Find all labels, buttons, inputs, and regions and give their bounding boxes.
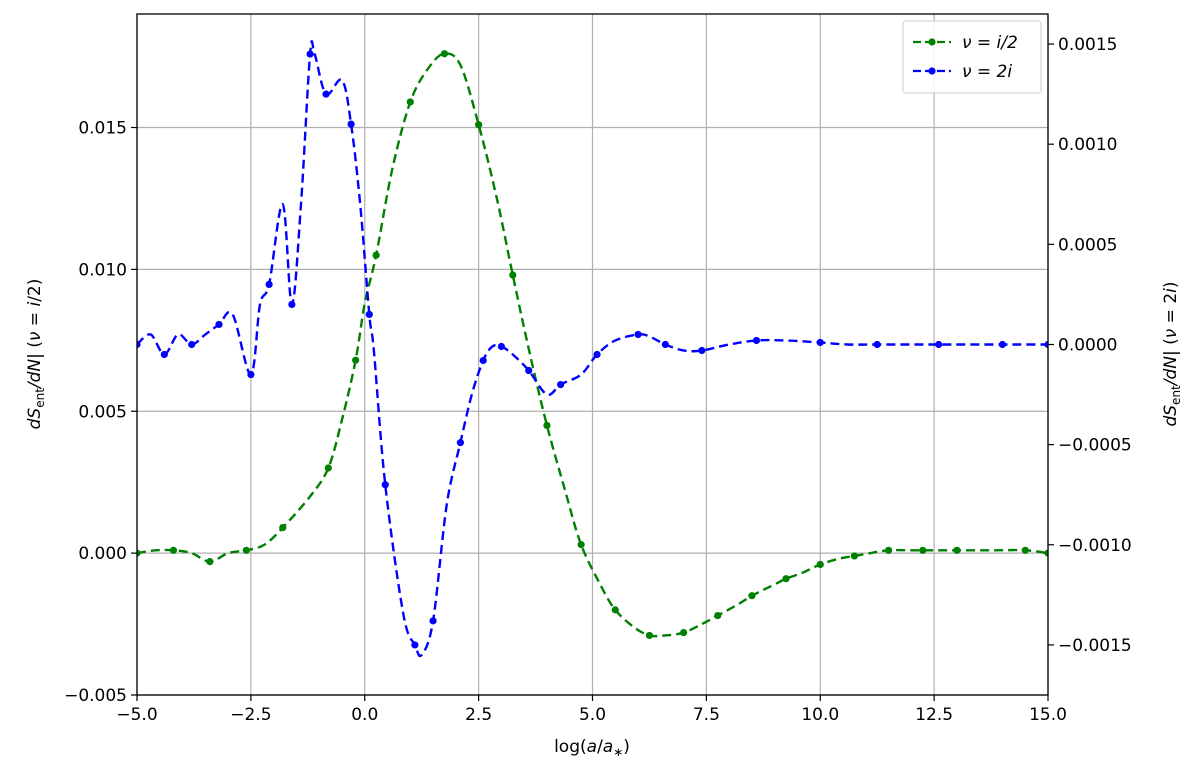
- data-point: [782, 575, 790, 583]
- legend-box: [902, 20, 1042, 94]
- x-tick-label: 2.5: [465, 705, 492, 725]
- x-tick-label: 10.0: [801, 705, 839, 725]
- data-point: [347, 120, 355, 128]
- data-point: [306, 50, 314, 58]
- y-axis-right: −0.0015 −0.0010 −0.0005 0.0000 0.0005 0.0010 0…: [1048, 35, 1132, 656]
- y-right-tick-label: 0.0010: [1058, 135, 1117, 155]
- data-point: [440, 50, 449, 58]
- data-point: [611, 606, 619, 614]
- x-tick-label: 5.0: [579, 705, 606, 725]
- y-right-tick-label: 0.0005: [1058, 235, 1117, 255]
- series-2: [137, 40, 1048, 658]
- data-point: [680, 628, 688, 637]
- data-point: [322, 90, 330, 98]
- data-point: [577, 541, 585, 549]
- data-point: [748, 592, 756, 600]
- data-point: [137, 340, 141, 349]
- data-point: [429, 617, 437, 625]
- data-point: [188, 340, 196, 349]
- y-right-tick-label: −0.0005: [1058, 436, 1132, 456]
- y-left-tick-label: 0.000: [78, 544, 127, 564]
- y-left-tick-label: −0.005: [64, 686, 127, 706]
- y-right-tick-label: −0.0015: [1058, 636, 1132, 656]
- data-point: [543, 421, 551, 430]
- data-point: [645, 631, 654, 640]
- y-axis-left: −0.005 0.000 0.005 0.010 0.015: [64, 119, 137, 706]
- x-tick-label: 7.5: [693, 705, 720, 725]
- data-point: [372, 251, 380, 259]
- y-axis-left-title: dSent/dN| (ν = i/2): [25, 279, 47, 430]
- data-point: [1044, 340, 1048, 349]
- data-point: [242, 546, 250, 554]
- data-point: [479, 356, 487, 365]
- data-point: [953, 546, 961, 554]
- data-point: [525, 366, 533, 375]
- data-point: [497, 342, 505, 351]
- legend-marker: [928, 67, 936, 75]
- series-line: [137, 40, 1048, 658]
- grid-lines: [136, 14, 1049, 696]
- data-point: [406, 98, 414, 106]
- data-point: [509, 271, 517, 279]
- series-line: [137, 52, 1048, 638]
- y-left-tick-label: 0.010: [78, 260, 127, 280]
- y-right-tick-label: 0.0000: [1058, 335, 1117, 355]
- data-point: [998, 340, 1007, 349]
- y-right-tick-label: −0.0010: [1058, 536, 1132, 556]
- data-point: [352, 356, 360, 364]
- y-axis-right-title: dSent/dN| (ν = 2i): [1161, 281, 1183, 426]
- data-point: [324, 464, 332, 472]
- y-left-tick-label: 0.015: [78, 119, 127, 139]
- data-point: [411, 641, 419, 649]
- data-point: [698, 346, 706, 355]
- x-tick-label: 15.0: [1029, 705, 1067, 725]
- data-point: [816, 338, 824, 347]
- data-point: [1021, 546, 1029, 554]
- x-tick-label: 12.5: [915, 705, 953, 725]
- data-point: [279, 523, 287, 532]
- data-point: [247, 370, 255, 379]
- data-point: [475, 121, 483, 129]
- data-point: [206, 558, 214, 566]
- data-point: [169, 546, 178, 554]
- x-tick-label: 0.0: [351, 705, 378, 725]
- x-axis: −5.0 −2.5 0.0 2.5 5.0 7.5 10.0 12.5 15.0: [116, 695, 1067, 725]
- data-point: [265, 280, 273, 288]
- data-point: [160, 350, 168, 359]
- data-point: [456, 439, 465, 447]
- legend-label: ν = 2i: [962, 62, 1012, 82]
- x-tick-label: −2.5: [230, 705, 271, 725]
- data-point: [752, 336, 761, 345]
- data-point: [593, 350, 601, 359]
- data-point: [288, 300, 296, 309]
- data-point: [850, 552, 859, 560]
- data-point: [714, 611, 722, 620]
- x-tick-label: −5.0: [116, 705, 157, 725]
- legend-marker: [928, 38, 936, 46]
- y-left-tick-label: 0.005: [78, 402, 127, 422]
- data-point: [365, 310, 373, 319]
- data-point: [381, 481, 389, 489]
- data-point: [1044, 549, 1048, 557]
- data-point: [661, 340, 669, 349]
- legend: ν = i/2 ν = 2i: [902, 20, 1042, 94]
- y-right-tick-label: 0.0015: [1058, 35, 1117, 55]
- data-point: [557, 380, 565, 389]
- data-point: [935, 340, 943, 349]
- data-point: [215, 320, 223, 329]
- data-point: [873, 340, 881, 349]
- series-1: [137, 50, 1048, 640]
- data-point: [884, 546, 893, 554]
- data-point: [816, 560, 824, 569]
- data-point: [919, 546, 927, 554]
- data-point: [634, 330, 642, 339]
- x-axis-title: log(a/a∗): [554, 737, 630, 759]
- data-point: [137, 549, 141, 557]
- series-layer: [137, 40, 1048, 658]
- legend-label: ν = i/2: [962, 33, 1018, 53]
